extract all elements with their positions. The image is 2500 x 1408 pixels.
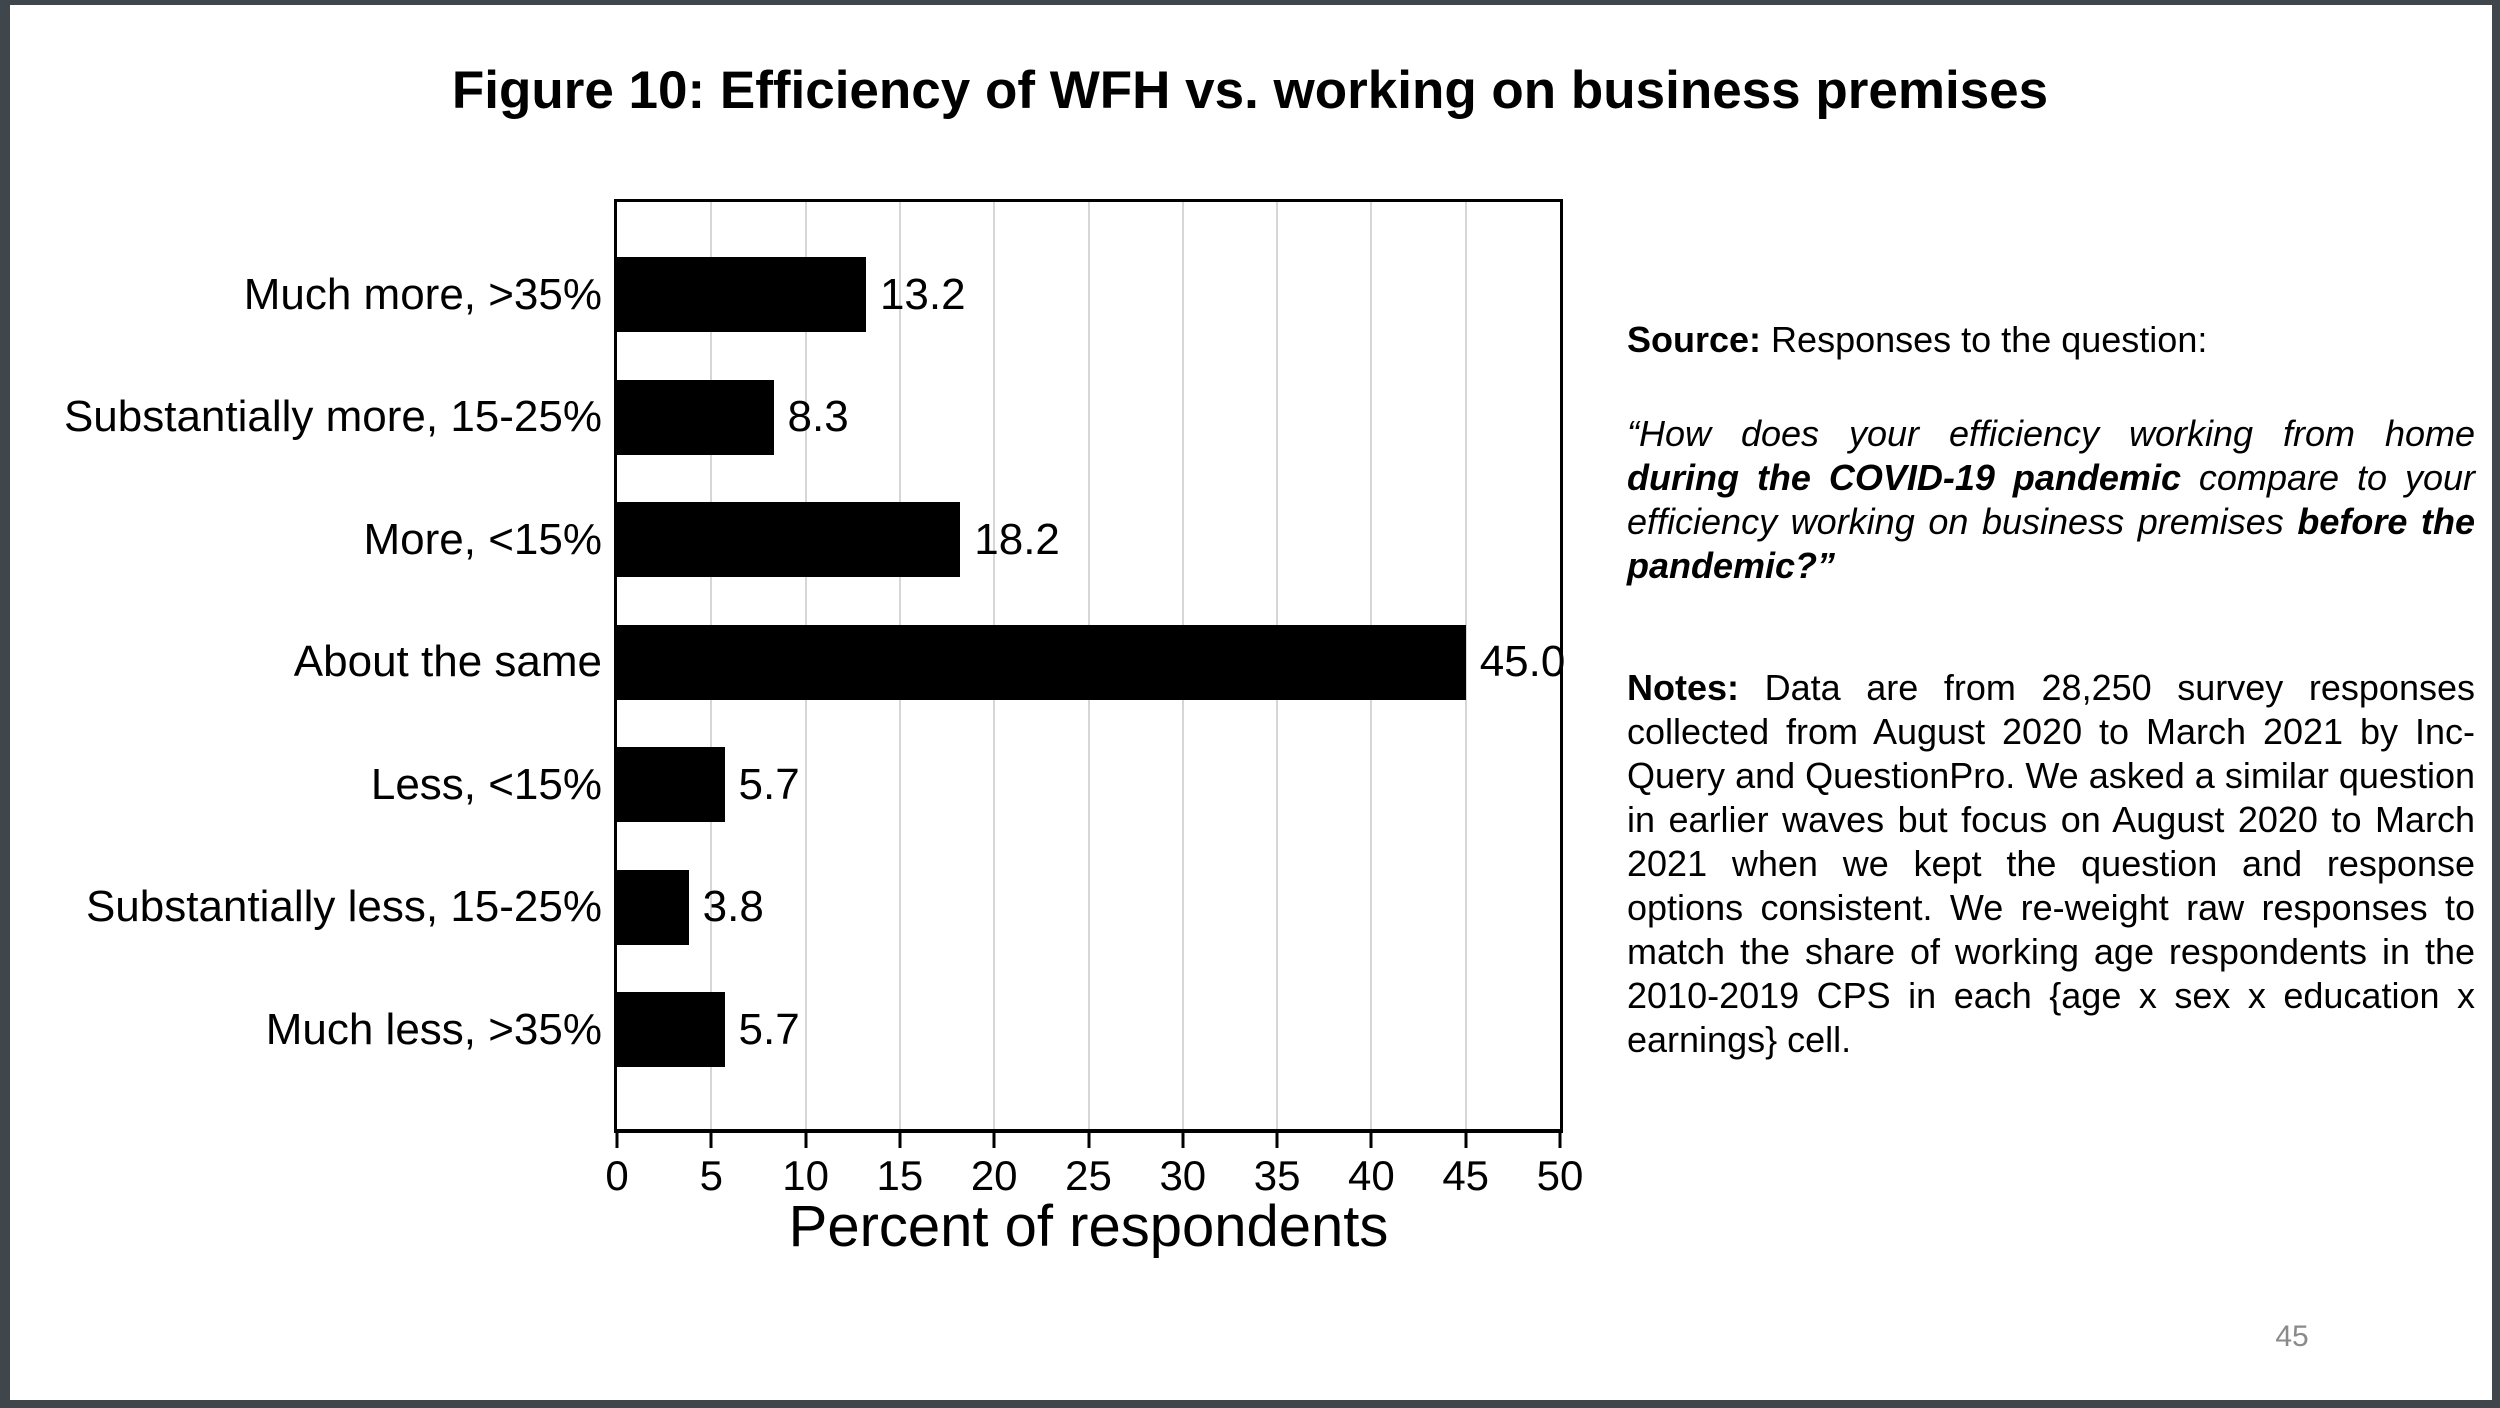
- bar: [617, 379, 774, 455]
- category-label: Much less, >35%: [265, 1004, 602, 1054]
- category-label: Much more, >35%: [243, 269, 602, 319]
- frame-edge-right: [2492, 0, 2500, 1408]
- x-tick: [1558, 1129, 1562, 1148]
- x-tick-label: 35: [1253, 1152, 1301, 1199]
- x-tick-label: 0: [605, 1152, 629, 1199]
- bar-value-label: 5.7: [738, 1004, 800, 1054]
- figure-title: Figure 10: Efficiency of WFH vs. working…: [451, 61, 2049, 120]
- x-tick-label: 40: [1348, 1152, 1395, 1199]
- quote-part1: “How does your efficiency working from h…: [1627, 413, 2475, 454]
- x-tick-label: 20: [970, 1152, 1018, 1199]
- notes-label: Notes:: [1627, 667, 1740, 708]
- category-label: About the same: [293, 637, 602, 686]
- category-label: More, <15%: [363, 514, 602, 564]
- x-tick: [615, 1129, 619, 1148]
- x-tick: [992, 1129, 996, 1148]
- x-tick-label: 30: [1159, 1152, 1207, 1199]
- x-tick: [1087, 1129, 1090, 1148]
- bar-value-label: 8.3: [787, 392, 849, 441]
- frame-edge-top: [0, 0, 2500, 5]
- quote-part2-bold: during the COVID-19 pandemic: [1627, 457, 2181, 498]
- bar: [617, 992, 725, 1067]
- x-tick: [1181, 1129, 1185, 1148]
- x-tick-label: 10: [782, 1152, 829, 1199]
- x-tick: [1369, 1129, 1373, 1148]
- category-label: Substantially less, 15-25%: [85, 882, 602, 931]
- frame-edge-left: [0, 0, 10, 1408]
- x-tick-label: 25: [1065, 1152, 1112, 1199]
- page-number: 45: [2275, 1320, 2309, 1353]
- source-label: Source:: [1627, 319, 1762, 360]
- bar: [617, 869, 689, 945]
- x-tick: [898, 1129, 902, 1148]
- source-paragraph: Source: Responses to the question:: [1627, 318, 2475, 362]
- bar: [617, 257, 866, 332]
- x-tick: [1275, 1129, 1279, 1148]
- category-axis: Much more, >35% Substantially more, 15-25…: [40, 0, 602, 1408]
- x-tick-label: 15: [876, 1152, 924, 1199]
- bar: [617, 502, 961, 577]
- chart-plot-area: 13.2 8.3 18.2 45.0 5.7 3.8 5.7: [614, 199, 1566, 1133]
- x-tick: [1464, 1129, 1468, 1148]
- frame-edge-bottom: [0, 1400, 2500, 1408]
- notes-paragraph: Notes: Data are from 28,250 survey respo…: [1627, 666, 2475, 1062]
- source-text: Responses to the question:: [1761, 319, 2208, 360]
- bar-value-label: 13.2: [879, 269, 966, 319]
- bar-value-label: 5.7: [738, 759, 800, 809]
- notes-text: Data are from 28,250 survey responses co…: [1627, 667, 2475, 1060]
- bar-value-label: 3.8: [702, 882, 764, 931]
- bar: [617, 624, 1466, 700]
- x-tick-label: 5: [699, 1152, 723, 1199]
- gridline: [1464, 202, 1467, 1129]
- bar: [617, 747, 725, 822]
- category-label: Substantially more, 15-25%: [63, 392, 602, 441]
- x-tick-label: 45: [1442, 1152, 1490, 1199]
- annotation-column: Source: Responses to the question: “How …: [1627, 318, 2475, 1062]
- category-label: Less, <15%: [370, 759, 602, 809]
- quote-part3: compare to your efficiency working on bu…: [1627, 457, 2475, 542]
- survey-question-quote: “How does your efficiency working from h…: [1627, 412, 2475, 588]
- bar-value-label: 18.2: [974, 514, 1060, 564]
- bar-value-label: 45.0: [1479, 637, 1566, 686]
- x-axis-title: Percent of respondents: [788, 1194, 1389, 1259]
- x-tick-label: 50: [1536, 1152, 1584, 1199]
- x-tick: [709, 1129, 713, 1148]
- quote-part4-bold: before the pandemic?”: [1627, 501, 2475, 586]
- x-tick: [804, 1129, 808, 1148]
